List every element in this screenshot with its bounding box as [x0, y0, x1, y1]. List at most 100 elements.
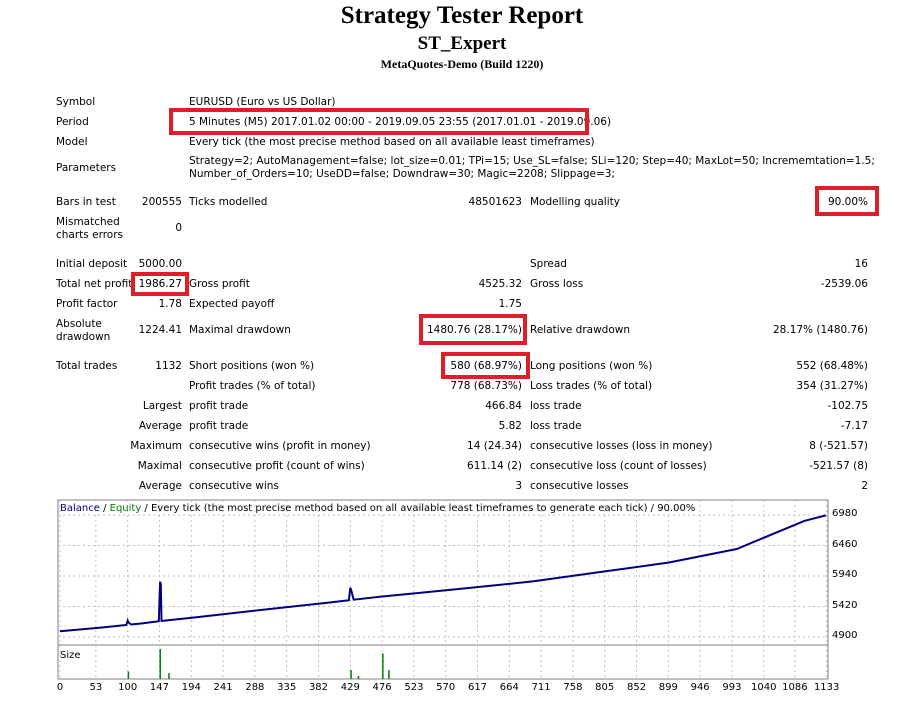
x-tick-label: 100: [118, 682, 138, 693]
y-tick-label: 5940: [832, 569, 858, 580]
average2-label: Average: [138, 480, 182, 492]
maximal-loss-label: consecutive loss (count of losses): [530, 460, 707, 472]
highlight-quality: [815, 186, 879, 216]
size-bar-4: [357, 676, 360, 679]
avg-losses-value: 2: [861, 480, 868, 492]
avg-losses-label: consecutive losses: [530, 480, 629, 492]
build-info: MetaQuotes-Demo (Build 1220): [380, 57, 544, 71]
average-profit-label: profit trade: [189, 420, 249, 432]
reldd-value: 28.17% (1480.76): [773, 324, 868, 336]
short-value: 580 (68.97%): [450, 360, 522, 372]
spread-value: 16: [854, 258, 868, 270]
chart-frame: [57, 499, 829, 646]
x-tick-label: 946: [690, 682, 710, 693]
pf-value: 1.78: [158, 298, 182, 310]
parameters-line2: Number_of_Orders=10; UseDD=false; Downdr…: [189, 168, 616, 180]
payoff-value: 1.75: [498, 298, 522, 310]
ticks-value: 48501623: [468, 196, 522, 208]
x-tick-label: 241: [213, 682, 233, 693]
x-tick-label: 1040: [751, 682, 777, 693]
x-tick-label: 570: [436, 682, 456, 693]
period-value: 5 Minutes (M5) 2017.01.02 00:00 - 2019.0…: [189, 116, 612, 128]
x-tick-label: 429: [340, 682, 360, 693]
maxdd-label: Maximal drawdown: [189, 324, 291, 336]
absdd-value: 1224.41: [138, 324, 182, 336]
legend-equity: Equity: [109, 503, 142, 514]
parameters-line1: Strategy=2; AutoManagement=false; lot_si…: [189, 155, 875, 167]
absdd-label-1: Absolute: [56, 318, 102, 330]
size-bar-2: [168, 673, 170, 679]
average-loss-label: loss trade: [530, 420, 582, 432]
average-label: Average: [138, 420, 182, 432]
mismatch-label-2: charts errors: [56, 229, 123, 241]
expert-name: ST_Expert: [417, 33, 507, 54]
average-loss-value: -7.17: [840, 420, 868, 432]
maximal-loss-value: -521.57 (8): [809, 460, 868, 472]
x-tick-label: 852: [626, 682, 647, 693]
maximum-label: Maximum: [130, 440, 182, 452]
legend-sep: /: [99, 503, 110, 514]
model-label: Model: [56, 136, 88, 148]
legend-balance: Balance: [60, 503, 100, 514]
quality-label: Modelling quality: [530, 196, 620, 208]
x-tick-label: 617: [467, 682, 488, 693]
average-profit-value: 5.82: [498, 420, 522, 432]
symbol-label: Symbol: [56, 96, 96, 108]
highlight-period: [169, 108, 589, 135]
trades-value: 1132: [155, 360, 182, 372]
mismatch-label-1: Mismatched: [56, 216, 120, 228]
y-tick-label: 4900: [832, 630, 858, 641]
y-tick-label: 6980: [832, 508, 858, 519]
maximal-profit-label: consecutive profit (count of wins): [189, 460, 365, 472]
size-bar-6: [388, 670, 390, 679]
bars-value: 200555: [141, 196, 182, 208]
spread-label: Spread: [530, 258, 567, 270]
highlight-maxdd: [419, 314, 527, 345]
pf-label: Profit factor: [56, 298, 118, 310]
report-title: Strategy Tester Report: [340, 2, 584, 29]
highlight-netprofit: [131, 272, 189, 296]
reldd-label: Relative drawdown: [530, 324, 631, 336]
netprofit-value: 1986.27: [138, 278, 182, 290]
chart-legend: Balance / Equity / Every tick (the most …: [60, 503, 695, 514]
x-tick-label: 1133: [813, 682, 840, 693]
symbol-value: EURUSD (Euro vs US Dollar): [189, 96, 336, 108]
x-tick-label: 194: [181, 682, 201, 693]
x-tick-label: 0: [56, 682, 64, 693]
grossloss-label: Gross loss: [530, 278, 584, 290]
y-tick-label: 5420: [832, 599, 858, 611]
balance-line: [59, 514, 827, 633]
x-tick-label: 664: [499, 682, 519, 693]
trades-label: Total trades: [56, 360, 118, 372]
largest-profit-value: 466.84: [485, 400, 522, 412]
largest-label: Largest: [142, 400, 182, 412]
largest-loss-value: -102.75: [827, 400, 868, 412]
size-bar-3: [350, 670, 352, 679]
size-label: Size: [60, 650, 81, 661]
period-label: Period: [56, 116, 89, 128]
payoff-label: Expected payoff: [189, 298, 275, 310]
profittrades-label: Profit trades (% of total): [189, 380, 316, 392]
grossprofit-label: Gross profit: [189, 278, 250, 290]
x-tick-label: 993: [722, 682, 742, 693]
x-tick-label: 758: [563, 682, 583, 693]
size-frame: [57, 644, 829, 680]
losstrades-value: 354 (31.27%): [796, 380, 868, 392]
x-tick-label: 335: [277, 682, 297, 693]
losstrades-label: Loss trades (% of total): [530, 380, 653, 392]
largest-loss-label: loss trade: [530, 400, 582, 412]
x-tick-label: 1086: [782, 682, 808, 693]
x-tick-label: 53: [89, 682, 103, 693]
x-tick-label: 805: [595, 682, 615, 693]
largest-profit-label: profit trade: [189, 400, 249, 412]
long-label: Long positions (won %): [530, 360, 653, 372]
grossprofit-value: 4525.32: [478, 278, 522, 290]
quality-value: 90.00%: [827, 196, 868, 208]
legend-rest: / Every tick (the most precise method ba…: [141, 503, 696, 514]
long-value: 552 (68.48%): [796, 360, 868, 372]
mismatch-value: 0: [175, 222, 182, 234]
bars-label: Bars in test: [56, 196, 116, 208]
x-tick-label: 711: [531, 682, 551, 693]
maximal-label: Maximal: [137, 460, 182, 472]
size-bar-5: [382, 653, 384, 679]
